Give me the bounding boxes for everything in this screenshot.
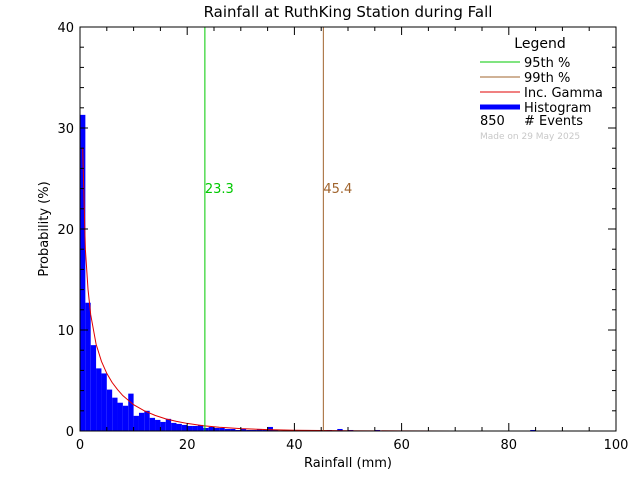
histogram-bar (187, 425, 193, 431)
histogram-bar (181, 424, 188, 431)
histogram-bar (203, 427, 209, 431)
legend-events-label: # Events (524, 114, 583, 129)
x-tick-label: 80 (501, 438, 518, 453)
histogram-bar (214, 427, 220, 431)
histogram-bar (197, 424, 204, 431)
chart-title: Rainfall at RuthKing Station during Fall (204, 3, 493, 21)
x-tick-label: 60 (393, 438, 410, 453)
histogram-bar (138, 412, 145, 431)
made-on-note: Made on 29 May 2025 (480, 132, 580, 142)
legend-item-label: Histogram (524, 101, 591, 116)
histogram-bar (230, 428, 236, 431)
histogram-bar (262, 429, 268, 431)
histogram-bar (165, 418, 172, 431)
x-tick-label: 20 (179, 438, 196, 453)
histogram-bar (219, 427, 225, 431)
histogram-bar (224, 428, 231, 431)
histogram-bar (144, 410, 150, 431)
histogram-bar (128, 393, 134, 431)
histogram-bar (122, 405, 129, 431)
histogram-bar (96, 368, 102, 431)
x-tick-label: 100 (604, 438, 629, 453)
histogram-bar (171, 422, 177, 431)
percentile-label-p95: 23.3 (205, 182, 234, 197)
histogram-bar (208, 426, 214, 431)
legend-item-label: Inc. Gamma (524, 86, 603, 101)
histogram-bar (160, 421, 166, 431)
histogram-bar (155, 419, 161, 431)
y-tick-label: 40 (57, 21, 74, 36)
histogram-bar (256, 428, 263, 431)
histogram-bar (337, 428, 343, 431)
histogram-bar (192, 425, 198, 431)
x-tick-label: 0 (76, 438, 84, 453)
histogram-bar (176, 423, 182, 431)
histogram-bar (251, 429, 257, 431)
x-tick-label: 40 (286, 438, 303, 453)
histogram-bar (85, 302, 91, 431)
percentile-lines: 23.3 45.4 (204, 27, 352, 431)
legend-item-label: 99th % (524, 71, 570, 86)
histogram-bar (90, 345, 97, 431)
y-tick-label: 0 (66, 425, 74, 440)
y-axis-label: Probability (%) (37, 181, 52, 276)
histogram-bar (235, 429, 241, 431)
y-tick-label: 30 (57, 122, 74, 137)
histogram-bar (112, 397, 118, 431)
legend-events-count: 850 (480, 114, 505, 129)
legend-title: Legend (514, 36, 565, 52)
histogram-bar (149, 417, 156, 431)
x-axis-label: Rainfall (mm) (304, 456, 392, 471)
axis-ticks: 0 20 40 60 80 100 0 10 20 30 40 (57, 21, 628, 453)
histogram-bar (101, 373, 107, 431)
histogram-bar (133, 415, 139, 431)
y-tick-label: 10 (57, 324, 74, 339)
histogram-bar (246, 429, 252, 431)
legend-item-label: 95th % (524, 56, 570, 71)
histogram-bar (117, 402, 123, 431)
percentile-label-p99: 45.4 (323, 182, 352, 197)
y-tick-label: 20 (57, 223, 74, 238)
histogram-bar (80, 114, 86, 432)
histogram-bar (267, 426, 273, 431)
histogram-bar (106, 389, 113, 431)
histogram-bars (80, 114, 536, 432)
histogram-bar (272, 429, 279, 431)
histogram-bar (240, 428, 247, 431)
